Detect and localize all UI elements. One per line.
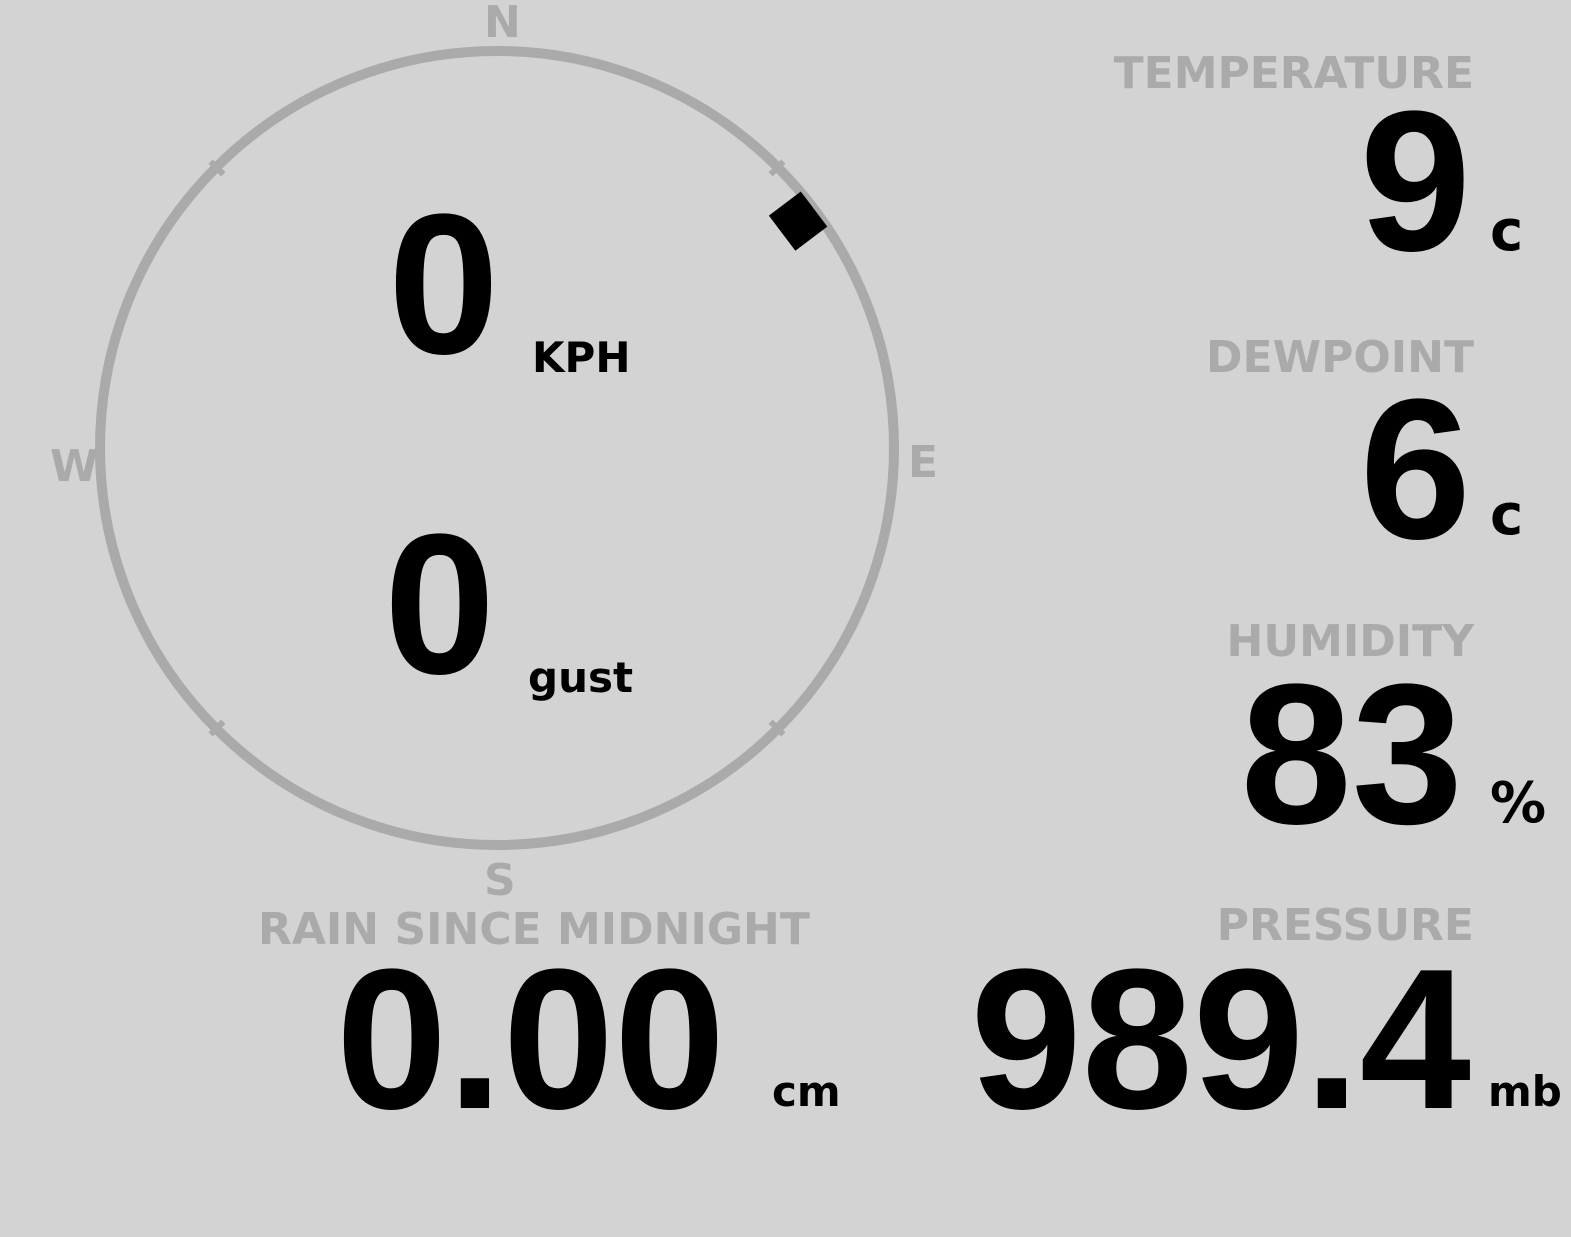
humidity-value: 83 bbox=[1240, 643, 1463, 866]
compass-tick bbox=[208, 719, 226, 737]
temperature-unit: c bbox=[1490, 199, 1524, 264]
wind-gust-value: 0 bbox=[384, 493, 496, 716]
wind-compass bbox=[95, 46, 899, 850]
compass-east: E bbox=[908, 437, 939, 488]
wind-gust-unit: gust bbox=[528, 653, 634, 702]
dewpoint-label: DEWPOINT bbox=[1206, 332, 1474, 383]
compass-north: N bbox=[484, 0, 521, 48]
humidity-unit: % bbox=[1490, 771, 1547, 836]
compass-ring bbox=[95, 46, 899, 850]
dewpoint-value: 6 bbox=[1359, 358, 1471, 581]
compass-tick bbox=[768, 159, 786, 177]
rain-value: 0.00 bbox=[336, 928, 726, 1151]
temperature-value: 9 bbox=[1359, 70, 1471, 293]
compass-ticks bbox=[208, 159, 786, 737]
compass-tick bbox=[208, 159, 226, 177]
compass-tick bbox=[768, 719, 786, 737]
rain-unit: cm bbox=[772, 1067, 841, 1116]
compass-south: S bbox=[484, 855, 516, 906]
wind-direction-marker bbox=[768, 191, 828, 251]
wind-speed-unit: KPH bbox=[532, 333, 631, 382]
pressure-value: 989.4 bbox=[970, 928, 1472, 1151]
pressure-unit: mb bbox=[1488, 1067, 1562, 1116]
humidity-label: HUMIDITY bbox=[1226, 616, 1474, 667]
pressure-label: PRESSURE bbox=[1216, 900, 1474, 951]
rain-label: RAIN SINCE MIDNIGHT bbox=[258, 904, 810, 955]
temperature-label: TEMPERATURE bbox=[1113, 48, 1474, 99]
dewpoint-unit: c bbox=[1490, 483, 1524, 548]
compass-west: W bbox=[50, 441, 99, 492]
wind-speed-value: 0 bbox=[388, 173, 500, 396]
